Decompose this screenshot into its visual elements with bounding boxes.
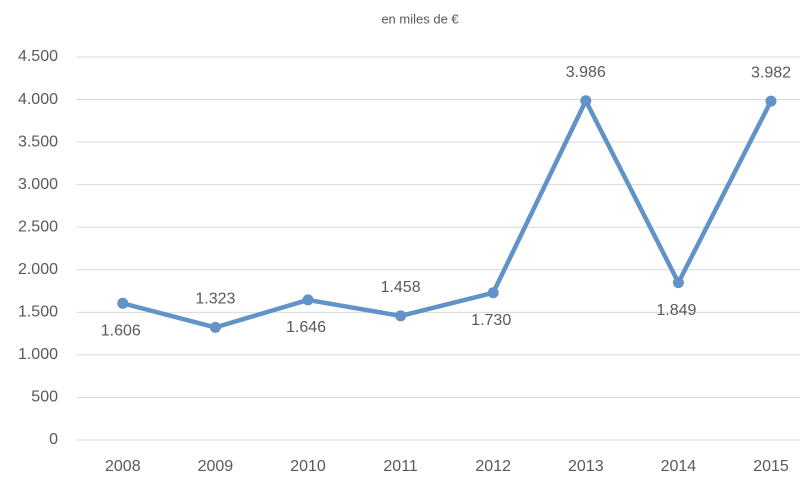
y-tick-label: 2.500 — [18, 218, 58, 235]
data-label: 1.458 — [381, 279, 421, 296]
x-tick-label: 2015 — [753, 458, 789, 475]
x-tick-label: 2010 — [290, 458, 326, 475]
data-label: 1.646 — [286, 319, 326, 336]
x-tick-label: 2009 — [198, 458, 234, 475]
point — [672, 277, 684, 289]
x-tick-label: 2014 — [661, 458, 697, 475]
y-tick-label: 4.500 — [18, 48, 58, 65]
line — [122, 98, 774, 330]
data-label: 1.323 — [195, 291, 235, 308]
point — [395, 310, 407, 322]
data-label: 3.982 — [751, 64, 791, 81]
y-tick-label: 3.000 — [18, 176, 58, 193]
data-label: 1.730 — [471, 312, 511, 329]
data-label: 3.986 — [566, 64, 606, 81]
chart-title: en miles de € — [381, 11, 459, 26]
point — [117, 297, 129, 309]
y-tick-label: 3.500 — [18, 133, 58, 150]
point — [580, 95, 592, 107]
x-tick-label: 2008 — [105, 458, 141, 475]
x-tick-label: 2012 — [475, 458, 511, 475]
data-label: 1.606 — [101, 323, 141, 340]
y-tick-label: 2.000 — [18, 261, 58, 278]
y-tick-label: 1.500 — [18, 304, 58, 321]
x-tick-label: 2013 — [568, 458, 604, 475]
point — [302, 294, 314, 306]
data-label: 1.849 — [656, 302, 696, 319]
point — [209, 321, 221, 333]
point — [765, 95, 777, 107]
point — [487, 287, 499, 299]
y-tick-label: 0 — [49, 431, 58, 448]
y-tick-label: 500 — [31, 389, 58, 406]
y-tick-label: 1.000 — [18, 346, 58, 363]
y-tick-label: 4.000 — [18, 91, 58, 108]
x-tick-label: 2011 — [383, 458, 418, 475]
